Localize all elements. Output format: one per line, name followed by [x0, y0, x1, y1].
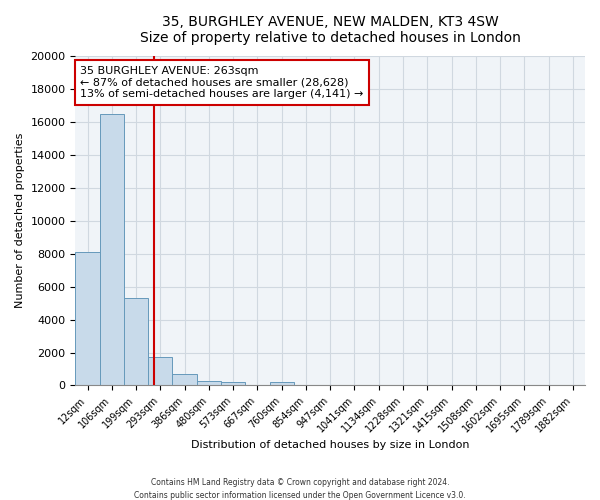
Bar — [148, 356, 172, 386]
Bar — [76, 252, 100, 386]
Bar — [269, 382, 294, 386]
Bar — [197, 381, 221, 386]
Text: 35 BURGHLEY AVENUE: 263sqm
← 87% of detached houses are smaller (28,628)
13% of : 35 BURGHLEY AVENUE: 263sqm ← 87% of deta… — [80, 66, 364, 99]
Bar — [124, 298, 148, 386]
Bar — [221, 382, 245, 386]
Bar — [100, 114, 124, 386]
Title: 35, BURGHLEY AVENUE, NEW MALDEN, KT3 4SW
Size of property relative to detached h: 35, BURGHLEY AVENUE, NEW MALDEN, KT3 4SW… — [140, 15, 521, 45]
Y-axis label: Number of detached properties: Number of detached properties — [15, 133, 25, 308]
Text: Contains HM Land Registry data © Crown copyright and database right 2024.
Contai: Contains HM Land Registry data © Crown c… — [134, 478, 466, 500]
Bar — [172, 374, 197, 386]
X-axis label: Distribution of detached houses by size in London: Distribution of detached houses by size … — [191, 440, 469, 450]
